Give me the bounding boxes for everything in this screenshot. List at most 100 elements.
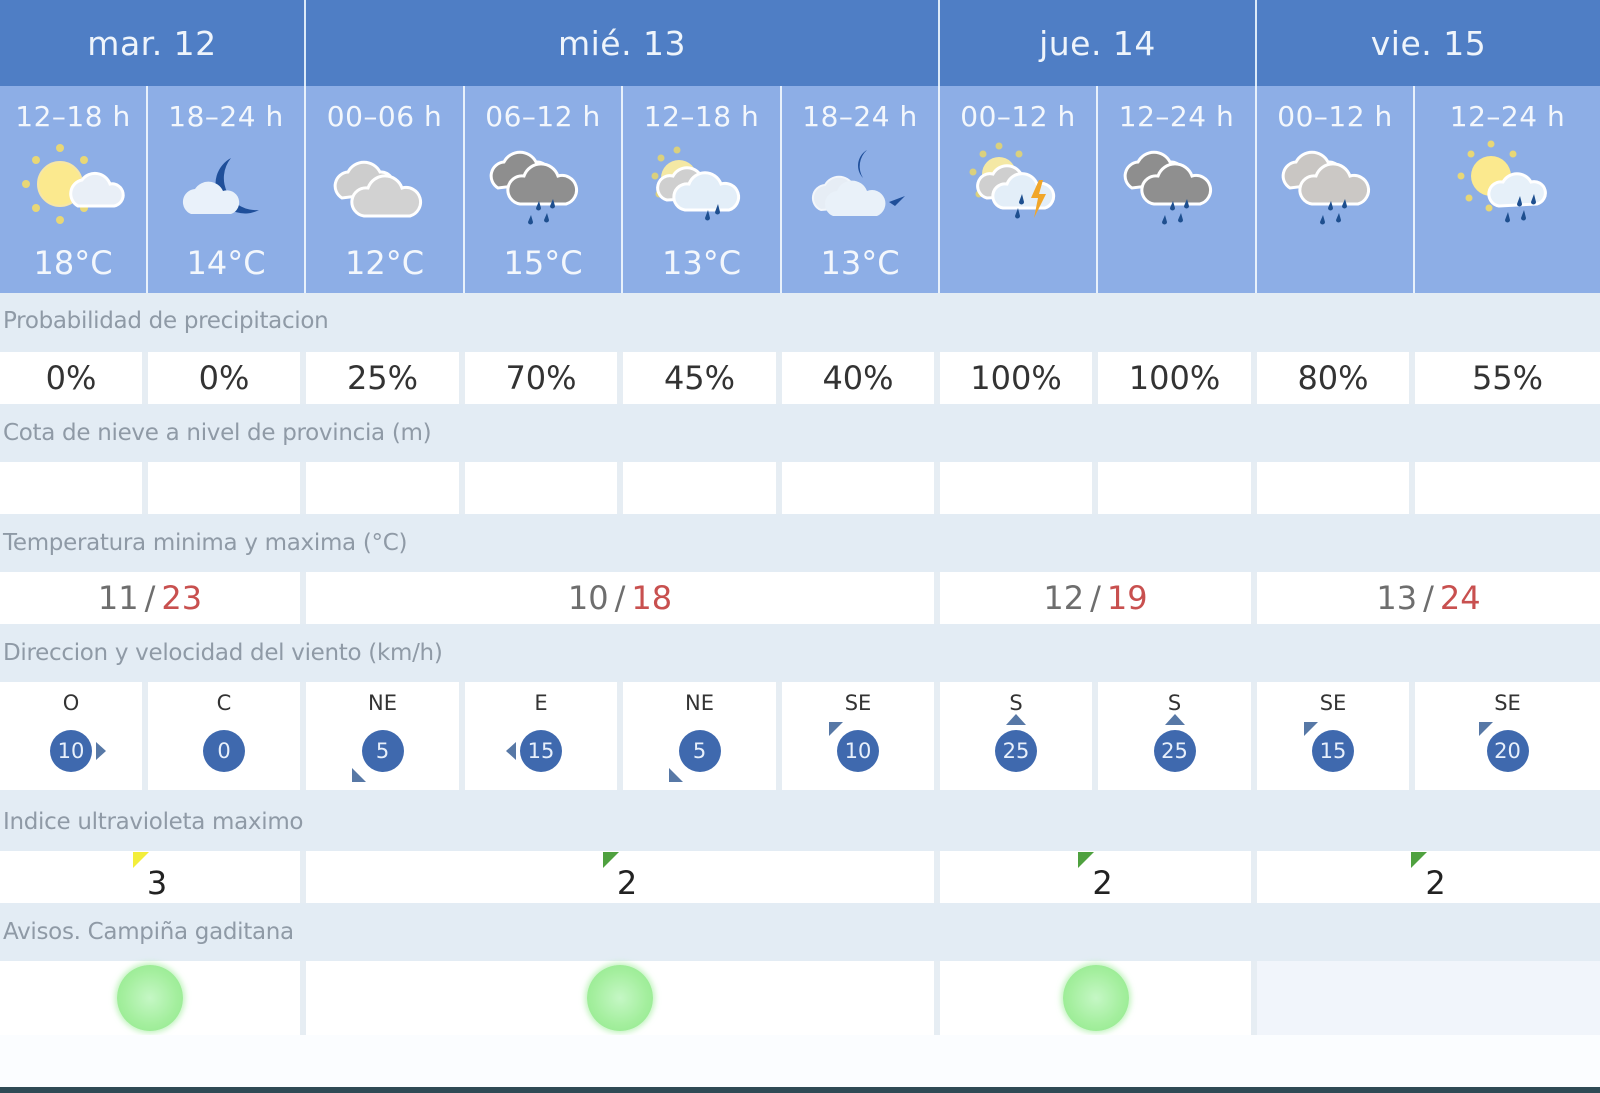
wind-speed-badge: 25: [1153, 714, 1196, 772]
uv-value: 2: [1092, 864, 1113, 902]
wind-arrow-icon: [1478, 722, 1493, 736]
wind-speed-badge: 10: [50, 730, 106, 772]
wind-direction: NE: [368, 691, 397, 715]
wind-speed: 25: [1161, 739, 1188, 763]
wind-speed-badge: 15: [506, 730, 562, 772]
temp-row: 11/23 10/18 12/19 13/24: [0, 572, 1600, 624]
temp-max: 19: [1106, 579, 1148, 617]
period-label: 12–18 h: [643, 100, 760, 133]
period-temp: 12°C: [344, 244, 425, 282]
wind-direction: S: [1167, 691, 1182, 715]
snow-cell: [1257, 462, 1415, 514]
wind-speed-badge: 20: [1478, 722, 1529, 772]
wind-speed-badge: 15: [1304, 722, 1354, 772]
period-label: 18–24 h: [802, 100, 918, 133]
wind-speed: 0: [217, 739, 231, 763]
precip-cell: 0%: [148, 352, 306, 404]
wind-direction: E: [534, 691, 548, 715]
wind-speed: 10: [844, 739, 872, 763]
period-label: 12–18 h: [15, 100, 131, 133]
warning-cell: [940, 961, 1257, 1035]
warning-green-icon[interactable]: [587, 965, 653, 1031]
temp-separator: /: [1090, 579, 1101, 617]
warning-green-icon[interactable]: [117, 965, 183, 1031]
wind-speed: 25: [1002, 739, 1030, 763]
period-cell: 18–24 h 13°C: [782, 86, 940, 293]
temp-range-cell: 12/19: [940, 572, 1257, 624]
wind-cell: S 25: [940, 682, 1098, 790]
wind-cell: S 25: [1098, 682, 1257, 790]
period-header-row: 12–18 h 18°C 18–24 h 14°C 00–06 h 12°C 0…: [0, 86, 1600, 293]
wind-arrow-icon: [506, 742, 516, 760]
wind-cell: O 10: [0, 682, 148, 790]
period-label: 00–12 h: [960, 100, 1076, 133]
warnings-section-label: Avisos. Campiña gaditana: [3, 919, 294, 945]
precip-cell: 100%: [1098, 352, 1257, 404]
snow-row: [0, 462, 1600, 514]
period-cell: 00–12 h: [940, 86, 1098, 293]
period-label: 00–06 h: [326, 100, 443, 133]
precip-cell: 25%: [306, 352, 465, 404]
period-cell: 12–18 h 13°C: [623, 86, 782, 293]
day-header-mar-12[interactable]: mar. 12: [0, 0, 306, 86]
precip-cell: 40%: [782, 352, 940, 404]
moon-clouds-icon: [811, 150, 905, 216]
wind-speed: 5: [692, 739, 707, 763]
wind-speed: 10: [57, 739, 85, 763]
day-header-mie-13[interactable]: mié. 13: [306, 0, 940, 86]
uv-flag-icon: [1078, 852, 1095, 868]
precip-cell: 0%: [0, 352, 148, 404]
wind-direction: S: [1009, 691, 1023, 715]
temp-min: 12: [1043, 579, 1085, 617]
wind-cell: NE 5: [623, 682, 782, 790]
period-cell: 00–06 h 12°C: [306, 86, 465, 293]
day-header-vie-15[interactable]: vie. 15: [1257, 0, 1600, 86]
wind-speed-badge: 5: [351, 730, 404, 782]
period-label: 00–12 h: [1277, 100, 1393, 133]
snow-cell: [306, 462, 465, 514]
wind-direction: SE: [1319, 691, 1347, 715]
wind-arrow-icon: [668, 768, 683, 782]
snow-cell: [623, 462, 782, 514]
temp-range-cell: 13/24: [1257, 572, 1600, 624]
uv-cell: 2: [940, 851, 1257, 903]
uv-flag-icon: [602, 852, 619, 868]
period-temp: 14°C: [186, 244, 266, 282]
bottom-border: [0, 1087, 1600, 1093]
warning-cell: [306, 961, 940, 1035]
wind-speed-badge: 0: [203, 730, 245, 772]
temp-range-cell: 11/23: [0, 572, 306, 624]
wind-arrow-icon: [1164, 714, 1185, 725]
wind-speed: 5: [375, 739, 390, 763]
sun-cloud-icon: [22, 144, 125, 224]
warning-cell-empty: [1257, 961, 1600, 1035]
clouds-rain-icon: [1281, 150, 1371, 225]
warnings-row: [0, 961, 1600, 1035]
period-cell: 12–24 h: [1415, 86, 1600, 293]
dark-clouds-rain-icon: [489, 150, 579, 225]
wind-speed-badge: 5: [668, 730, 721, 782]
wind-section-label: Direccion y velocidad del viento (km/h): [3, 640, 443, 666]
wind-speed: 15: [527, 739, 555, 763]
wind-cell: SE 15: [1257, 682, 1415, 790]
period-cell: 12–18 h 18°C: [0, 86, 148, 293]
period-cell: 18–24 h 14°C: [148, 86, 306, 293]
snow-cell: [782, 462, 940, 514]
wind-speed: 15: [1319, 739, 1347, 763]
day-header-jue-14[interactable]: jue. 14: [940, 0, 1257, 86]
period-label: 12–24 h: [1118, 100, 1235, 133]
snow-cell: [1098, 462, 1257, 514]
precip-section-label: Probabilidad de precipitacion: [3, 308, 329, 334]
precip-row: 0% 0% 25% 70% 45% 40% 100% 100% 80% 55%: [0, 352, 1600, 404]
temp-max: 18: [631, 579, 673, 617]
precip-cell: 70%: [465, 352, 623, 404]
precip-cell: 45%: [623, 352, 782, 404]
temp-min: 13: [1376, 579, 1418, 617]
wind-arrow-icon: [96, 742, 106, 760]
temp-separator: /: [144, 579, 156, 617]
warning-cell: [0, 961, 306, 1035]
warning-green-icon[interactable]: [1062, 965, 1129, 1031]
period-cell: 12–24 h: [1098, 86, 1257, 293]
